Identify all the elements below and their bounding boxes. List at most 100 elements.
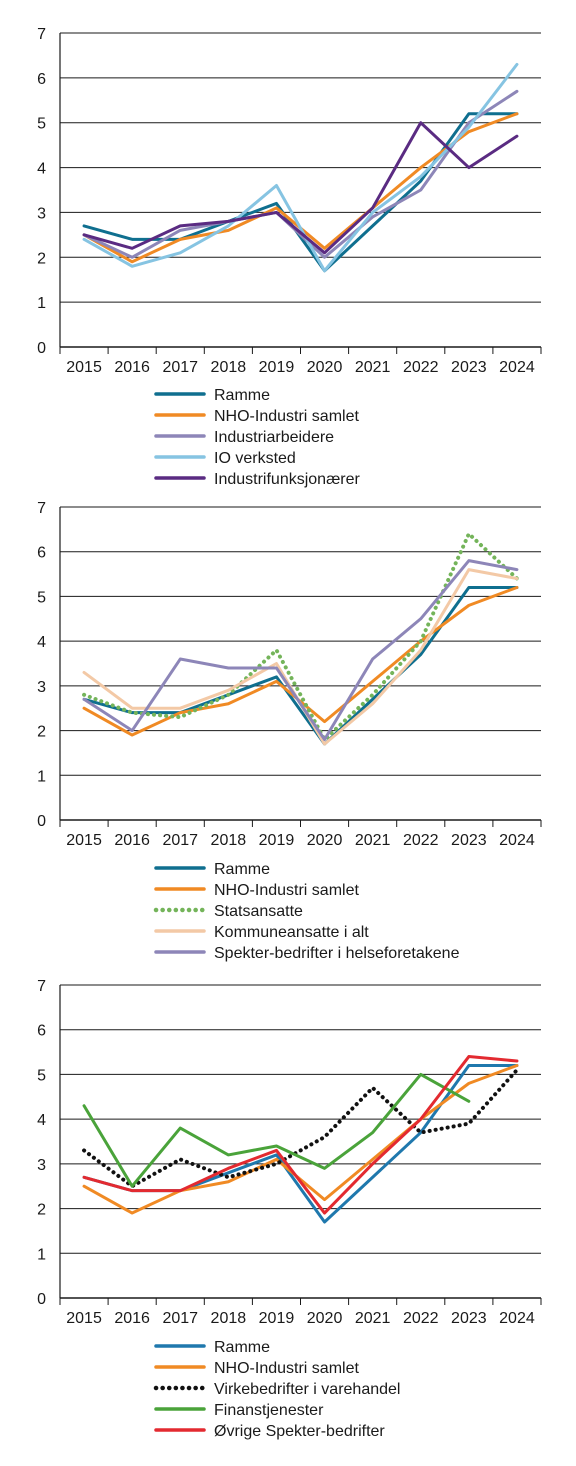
- data-point: [227, 689, 230, 692]
- data-point: [467, 130, 470, 133]
- y-tick-label: 7: [37, 500, 46, 517]
- x-tick-label: 2016: [114, 1310, 150, 1327]
- data-point: [419, 175, 422, 178]
- data-point: [419, 189, 422, 192]
- data-point: [179, 658, 182, 661]
- data-point: [419, 1118, 422, 1121]
- data-point: [371, 1086, 374, 1089]
- data-point: [323, 1198, 326, 1201]
- data-point: [275, 202, 278, 205]
- data-point: [179, 1189, 182, 1192]
- y-tick-label: 0: [37, 813, 46, 830]
- y-tick-label: 5: [37, 589, 46, 606]
- series-line: [82, 1067, 519, 1189]
- data-point: [275, 211, 278, 214]
- data-point: [131, 238, 134, 241]
- chart-panel-1: 0 1 2 3 4 5 6 7 2015 2016 2017 2018 2019 2020 2021 2022…: [37, 26, 542, 488]
- data-point: [323, 1167, 326, 1170]
- x-tick-label: 2023: [451, 359, 487, 376]
- series-line: [82, 112, 519, 273]
- legend-label: Ramme: [214, 1339, 270, 1356]
- legend-label: NHO-Industri samlet: [214, 408, 359, 425]
- data-point: [467, 1055, 470, 1058]
- data-point: [179, 707, 182, 710]
- data-point: [323, 720, 326, 723]
- data-point: [275, 662, 278, 665]
- data-point: [131, 256, 134, 259]
- data-point: [275, 1162, 278, 1165]
- data-point: [515, 1068, 518, 1071]
- data-point: [275, 1144, 278, 1147]
- x-tick-label: 2020: [307, 832, 343, 849]
- data-point: [515, 1064, 518, 1067]
- data-point: [467, 604, 470, 607]
- data-point: [467, 166, 470, 169]
- data-point: [275, 184, 278, 187]
- y-tick-label: 4: [37, 634, 46, 651]
- legend-label: Spekter-bedrifter i helseforetakene: [214, 945, 460, 962]
- y-tick-label: 2: [37, 250, 46, 267]
- data-point: [131, 734, 134, 737]
- y-tick-label: 3: [37, 679, 46, 696]
- data-point: [371, 698, 374, 701]
- x-tick-label: 2017: [162, 832, 198, 849]
- data-point: [515, 586, 518, 589]
- data-point: [275, 649, 278, 652]
- data-point: [323, 738, 326, 741]
- x-tick-label: 2021: [355, 1310, 391, 1327]
- y-tick-label: 3: [37, 1157, 46, 1174]
- series-line: [82, 568, 519, 746]
- x-tick-label: 2017: [162, 1310, 198, 1327]
- data-point: [371, 206, 374, 209]
- data-point: [275, 206, 278, 209]
- data-point: [275, 680, 278, 683]
- legend: Ramme NHO-Industri samlet Virkebedrifter i…: [153, 1339, 400, 1440]
- x-tick-label: 2018: [211, 832, 247, 849]
- data-point: [83, 1149, 86, 1152]
- x-tick-label: 2020: [307, 359, 343, 376]
- data-point: [83, 671, 86, 674]
- y-tick-label: 4: [37, 161, 46, 178]
- x-tick-label: 2024: [499, 1310, 535, 1327]
- legend-label: Virkebedrifter i varehandel: [214, 1381, 400, 1398]
- data-point: [227, 1171, 230, 1174]
- y-tick-label: 0: [37, 340, 46, 357]
- data-point: [83, 1176, 86, 1179]
- data-point: [515, 1060, 518, 1063]
- series-line: [82, 62, 519, 273]
- y-tick-label: 7: [37, 978, 46, 995]
- data-point: [467, 568, 470, 571]
- data-point: [419, 653, 422, 656]
- y-tick-label: 6: [37, 71, 46, 88]
- x-tick-label: 2015: [66, 1310, 102, 1327]
- data-point: [371, 1162, 374, 1165]
- y-tick-label: 3: [37, 205, 46, 222]
- legend-label: Øvrige Spekter-bedrifter: [214, 1423, 385, 1440]
- data-point: [131, 265, 134, 268]
- y-tick-label: 4: [37, 1112, 46, 1129]
- x-tick-label: 2016: [114, 359, 150, 376]
- data-point: [467, 1082, 470, 1085]
- data-point: [227, 224, 230, 227]
- data-point: [323, 1212, 326, 1215]
- data-point: [371, 1176, 374, 1179]
- y-tick-label: 0: [37, 1291, 46, 1308]
- x-tick-label: 2024: [499, 832, 535, 849]
- y-tick-label: 5: [37, 116, 46, 133]
- data-point: [419, 617, 422, 620]
- legend: Ramme NHO-Industri samlet Statsansatte Komm…: [153, 861, 460, 962]
- data-point: [419, 640, 422, 643]
- y-tick-label: 6: [37, 545, 46, 562]
- data-point: [371, 680, 374, 683]
- series-line: [82, 559, 519, 742]
- data-point: [227, 1180, 230, 1183]
- x-tick-label: 2023: [451, 1310, 487, 1327]
- series-line: [82, 1072, 471, 1188]
- data-point: [323, 256, 326, 259]
- x-tick-label: 2022: [403, 1310, 439, 1327]
- series-line: [82, 1055, 519, 1215]
- data-point: [83, 1185, 86, 1188]
- data-point: [83, 1104, 86, 1107]
- data-point: [227, 1176, 230, 1179]
- data-point: [227, 666, 230, 669]
